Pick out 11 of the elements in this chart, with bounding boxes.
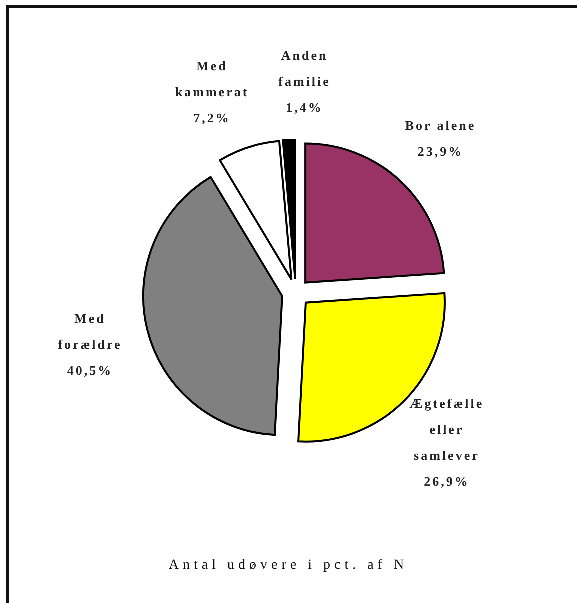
data-label: 23,9% (418, 144, 464, 159)
data-label: 7,2% (194, 110, 231, 125)
text: Antal udøvere i pct. af N (168, 558, 410, 574)
slice-label: Med kammerat (175, 58, 250, 99)
slice-label: Bor alene (405, 118, 476, 133)
slice-label: Anden familie (278, 48, 331, 89)
slice-label: Ægtefælle eller samlever (410, 395, 484, 462)
data-label: 26,9% (424, 473, 470, 488)
data-label: 40,5% (67, 362, 114, 378)
slice-label: Med forældre (58, 310, 122, 352)
data-label: 1,4% (286, 100, 324, 115)
